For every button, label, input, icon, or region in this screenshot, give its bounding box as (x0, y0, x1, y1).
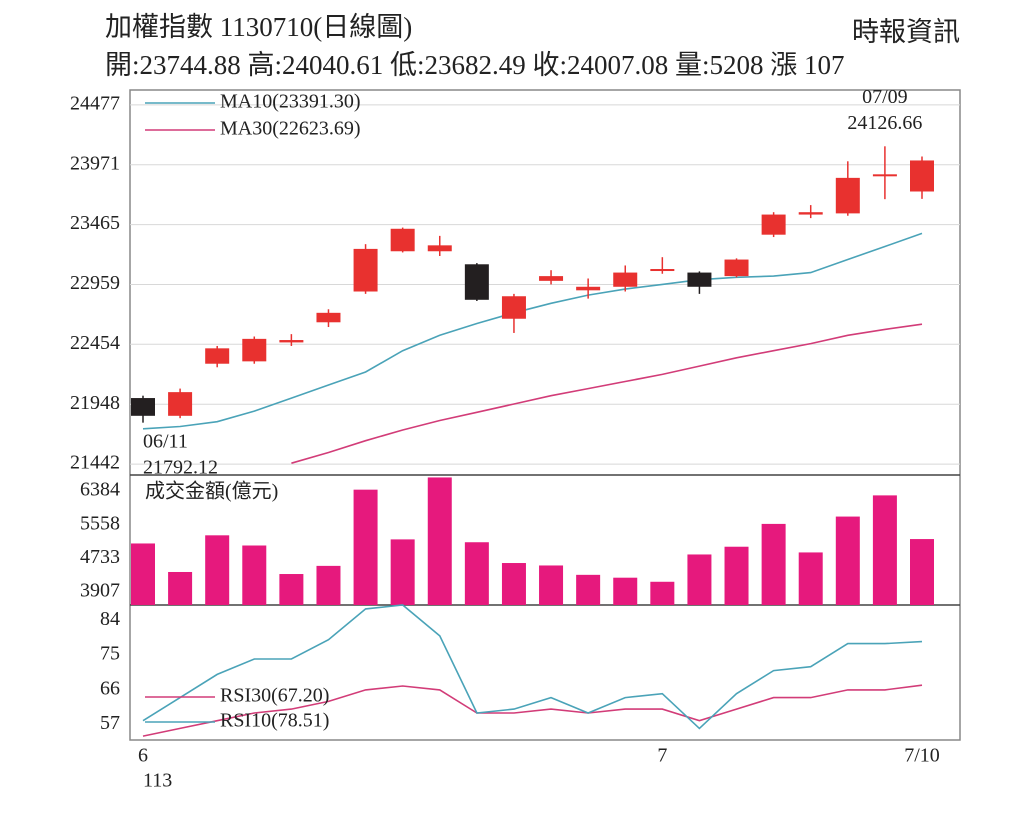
bar (687, 554, 712, 605)
bar (427, 477, 452, 605)
y-tick-label: 24477 (70, 92, 120, 114)
x-tick-label: 7/10 (904, 745, 940, 767)
panel-label: 成交金額(億元) (145, 480, 278, 503)
annotation: 07/09 (862, 86, 908, 108)
candle-body (539, 276, 564, 281)
y-tick-label: 3907 (80, 580, 120, 602)
candle-body (613, 272, 638, 287)
candle-body (353, 248, 378, 292)
candle-body (427, 245, 452, 252)
legend-label: RSI30(67.20) (220, 685, 329, 707)
bar (872, 495, 897, 605)
subtitle: 開:23744.88 高:24040.61 低:23682.49 收:24007… (105, 50, 845, 80)
legend-label: RSI10(78.51) (220, 710, 329, 732)
y-tick-label: 84 (100, 608, 120, 630)
candle-body (910, 160, 934, 192)
series-line (142, 232, 923, 430)
candle-body (835, 177, 860, 214)
candle-body (279, 340, 304, 343)
candle-body (168, 392, 193, 416)
bar (390, 539, 415, 605)
bar (168, 571, 193, 605)
y-tick-label: 23971 (70, 152, 120, 174)
frame (129, 89, 961, 741)
bar (464, 542, 489, 605)
bar (353, 489, 378, 605)
y-tick-label: 4733 (80, 546, 120, 568)
legend-label: MA10(23391.30) (220, 91, 361, 113)
candle-body (687, 272, 712, 287)
bar (724, 546, 749, 605)
candle-body (242, 338, 267, 362)
bar (131, 543, 155, 605)
annotation: 24126.66 (847, 112, 922, 134)
y-tick-label: 22959 (70, 272, 120, 294)
bar (539, 565, 564, 605)
y-tick-label: 66 (100, 677, 120, 699)
bar (316, 565, 341, 605)
candle-body (390, 228, 415, 252)
source: 時報資訊 (852, 17, 960, 47)
candle-body (872, 174, 897, 177)
series-line (291, 323, 923, 464)
y-tick-label: 22454 (70, 332, 120, 354)
bar (205, 535, 230, 605)
bar (761, 523, 786, 605)
y-tick-label: 21948 (70, 392, 120, 414)
bar (910, 539, 934, 605)
bar (613, 577, 638, 605)
candle-body (724, 259, 749, 277)
series-line (142, 604, 923, 730)
bar (650, 581, 675, 605)
x-sublabel: 113 (143, 770, 172, 792)
y-tick-label: 75 (100, 643, 120, 665)
x-tick-label: 6 (138, 745, 148, 767)
y-tick-label: 21442 (70, 452, 120, 474)
y-tick-label: 6384 (80, 479, 120, 501)
series-line (142, 684, 923, 737)
bar (798, 552, 823, 605)
candle-body (205, 348, 230, 364)
candle-body (464, 264, 489, 300)
x-tick-label: 7 (657, 745, 667, 767)
bar (501, 563, 526, 605)
y-tick-label: 5558 (80, 512, 120, 534)
legend-label: MA30(22623.69) (220, 118, 361, 140)
candle-body (501, 296, 526, 319)
y-tick-label: 23465 (70, 212, 120, 234)
annotation: 06/11 (143, 430, 188, 452)
candle-body (761, 214, 786, 235)
candle-body (576, 286, 601, 291)
candle-body (131, 398, 155, 416)
bar (576, 574, 601, 605)
candle-body (650, 269, 675, 272)
y-tick-label: 57 (100, 712, 120, 734)
bar (835, 516, 860, 605)
bar (279, 574, 304, 605)
candle-body (798, 212, 823, 215)
annotation: 21792.12 (143, 456, 218, 478)
chart-title: 加權指數 1130710(日線圖) (105, 12, 412, 42)
bar (242, 545, 267, 605)
candle-body (316, 312, 341, 323)
